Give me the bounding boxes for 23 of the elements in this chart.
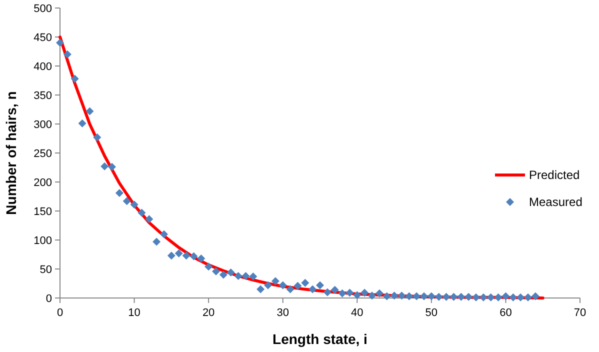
x-tick-label: 30	[276, 307, 289, 319]
y-tick-label: 450	[34, 32, 52, 44]
y-axis-title: Number of hairs, n	[3, 91, 19, 215]
y-tick-label: 50	[40, 264, 52, 276]
x-axis-title: Length state, i	[272, 331, 368, 347]
x-tick-label: 50	[425, 307, 438, 319]
x-tick-label: 40	[351, 307, 364, 319]
y-tick-label: 350	[34, 90, 52, 102]
y-tick-label: 0	[46, 293, 52, 305]
x-tick-label: 60	[500, 307, 512, 319]
y-tick-label: 200	[34, 177, 52, 189]
x-tick-label: 70	[574, 307, 586, 319]
y-tick-label: 250	[34, 148, 52, 160]
y-tick-label: 100	[34, 235, 52, 247]
x-tick-label: 0	[56, 307, 64, 319]
x-tick-label: 20	[202, 307, 215, 319]
x-tick-label: 10	[128, 307, 140, 319]
y-tick-label: 400	[34, 61, 52, 73]
legend-label: Measured	[529, 195, 582, 209]
y-tick-label: 150	[34, 206, 52, 218]
legend-label: Predicted	[529, 168, 580, 182]
y-tick-label: 300	[34, 119, 52, 131]
y-tick-label: 500	[34, 3, 52, 15]
